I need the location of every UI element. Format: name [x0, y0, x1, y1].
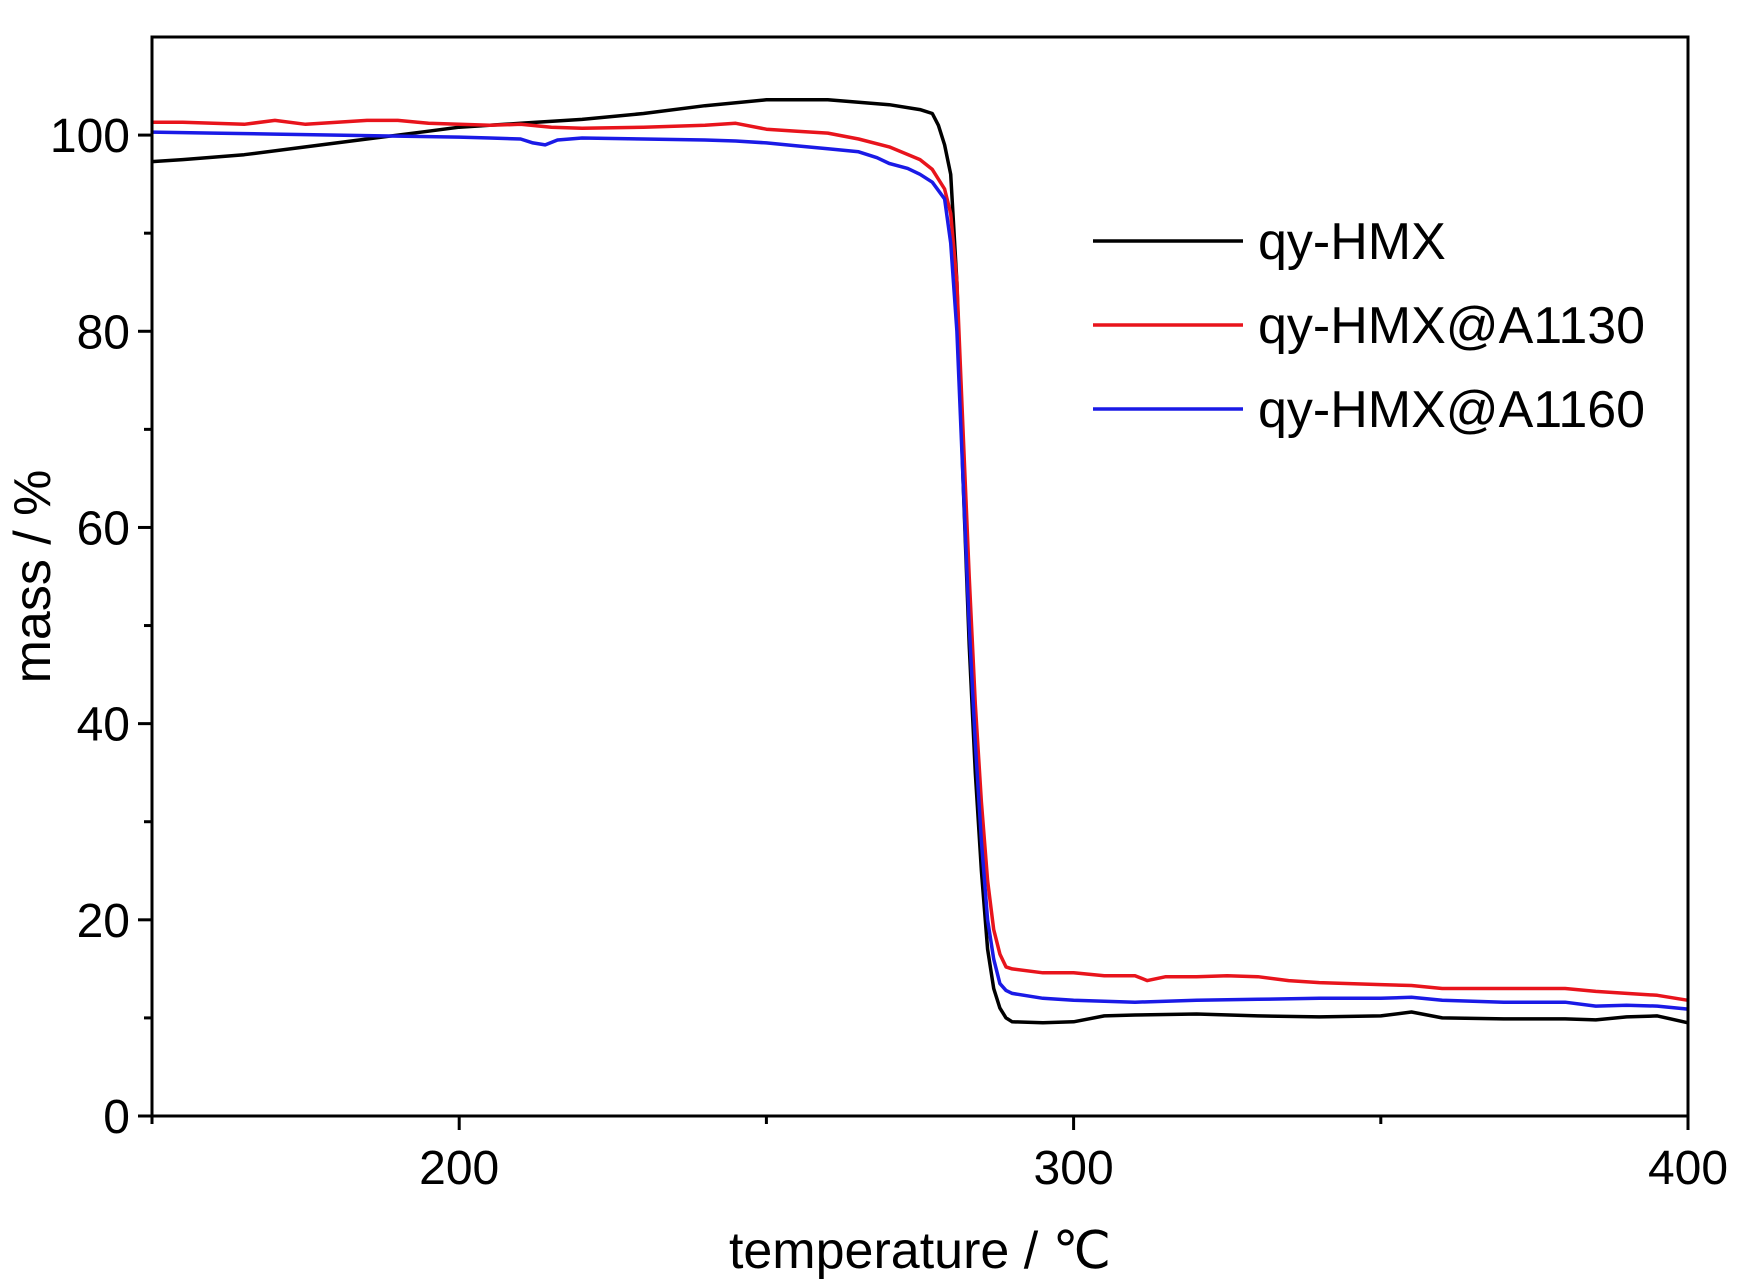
y-tick-label: 40: [77, 699, 130, 752]
x-tick-label: 400: [1648, 1142, 1728, 1195]
y-tick-label: 20: [77, 895, 130, 948]
series-line-3: [151, 130, 1689, 1011]
axes-layer: 200 300 400 0 20 40 60 80 100: [50, 35, 1728, 1195]
x-tick-label: 200: [419, 1142, 499, 1195]
plot-frame: [150, 35, 1690, 1118]
series-line-2: [152, 118, 1689, 1003]
series-line-1: [151, 98, 1689, 1025]
legend-label-1: qy-HMX: [1258, 213, 1446, 271]
y-axis-title: mass / %: [4, 470, 62, 684]
y-tick-label: 80: [77, 306, 130, 359]
series-layer: [151, 98, 1689, 1025]
x-tick-label: 300: [1034, 1142, 1114, 1195]
y-tick-label: 60: [77, 502, 130, 555]
legend-label-3: qy-HMX@A1160: [1258, 381, 1645, 439]
x-axis-title: temperature / ℃: [729, 1222, 1111, 1280]
legend-label-2: qy-HMX@A1130: [1258, 297, 1645, 355]
y-tick-label: 100: [50, 110, 130, 163]
legend: qy-HMX qy-HMX@A1130 qy-HMX@A1160: [1093, 213, 1645, 439]
y-tick-label: 0: [103, 1091, 130, 1144]
